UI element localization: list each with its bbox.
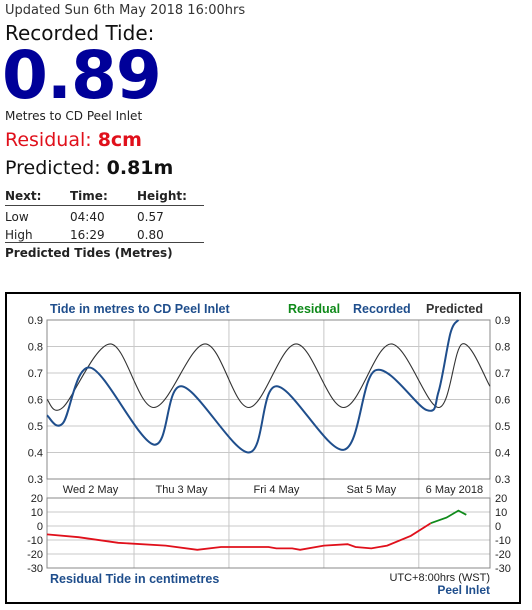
tide-height-cell: 0.57 bbox=[137, 210, 164, 224]
table-row: High 16:29 0.80 bbox=[5, 224, 204, 243]
x-tick-label: Fri 4 May bbox=[253, 484, 299, 496]
timezone-note: UTC+8:00hrs (WST) bbox=[389, 572, 490, 584]
y-tick-label: 0 bbox=[495, 521, 501, 533]
next-tides-header-row: Next: Time: Height: bbox=[5, 189, 204, 206]
predicted-tides-caption: Predicted Tides (Metres) bbox=[5, 246, 173, 260]
predicted-tide-line bbox=[46, 343, 491, 411]
col-header-height: Height: bbox=[137, 189, 204, 206]
y-tick-label: 0.5 bbox=[28, 421, 43, 433]
y-tick-label: 0.8 bbox=[28, 342, 43, 354]
residual-line bbox=[46, 522, 432, 551]
residual-line: Residual: 8cm bbox=[5, 129, 142, 151]
col-header-time: Time: bbox=[70, 189, 137, 206]
y-tick-label: 10 bbox=[31, 507, 43, 519]
chart-title: Tide in metres to CD Peel Inlet bbox=[50, 302, 231, 316]
location-label: Peel Inlet bbox=[437, 583, 490, 597]
legend-entry: Residual bbox=[288, 302, 340, 316]
residual-recent-line bbox=[430, 509, 467, 525]
y-tick-label: 0.3 bbox=[495, 474, 510, 486]
tide-height-cell: 0.80 bbox=[137, 224, 204, 243]
tide-chart-panel: 0.3 0.3 0.4 0.4 0.5 0.5 0.6 0.6 0.7 0.7 0.8 0.8 0.9 0… bbox=[5, 292, 521, 604]
y-tick-label: 0.4 bbox=[495, 448, 510, 460]
y-tick-label: -10 bbox=[495, 535, 511, 547]
predicted-line: Predicted: 0.81m bbox=[5, 157, 173, 179]
recorded-tide-value: 0.89 bbox=[2, 37, 162, 114]
tide-time-cell: 16:29 bbox=[70, 224, 137, 243]
tide-type-cell: Low bbox=[5, 210, 29, 224]
y-tick-label: 0.9 bbox=[495, 315, 510, 327]
y-tick-label: -20 bbox=[27, 549, 43, 561]
y-tick-label: 20 bbox=[31, 493, 43, 505]
tide-chart: 0.3 0.3 0.4 0.4 0.5 0.5 0.6 0.6 0.7 0.7 0.8 0.8 0.9 0… bbox=[27, 302, 511, 597]
y-tick-label: 0 bbox=[37, 521, 43, 533]
x-tick-label: Wed 2 May bbox=[63, 484, 119, 496]
updated-timestamp: Updated Sun 6th May 2018 16:00hrs bbox=[5, 3, 246, 18]
y-tick-label: -30 bbox=[27, 563, 43, 575]
col-header-next: Next: bbox=[5, 189, 70, 206]
predicted-value: 0.81m bbox=[106, 157, 174, 179]
y-tick-label: 0.8 bbox=[495, 342, 510, 354]
y-tick-label: -30 bbox=[495, 563, 511, 575]
residual-label: Residual: bbox=[5, 129, 92, 151]
recorded-tide-line bbox=[46, 319, 460, 454]
next-tides-table: Next: Time: Height: Low 04:40 0.57 High … bbox=[5, 189, 204, 243]
x-tick-label: 6 May 2018 bbox=[426, 484, 483, 496]
tide-time-cell: 04:40 bbox=[70, 210, 105, 224]
y-tick-label: -20 bbox=[495, 549, 511, 561]
tide-type-cell: High bbox=[5, 224, 70, 243]
predicted-label: Predicted: bbox=[5, 157, 101, 179]
recorded-tide-label: Recorded Tide: bbox=[5, 21, 155, 45]
y-tick-label: 0.7 bbox=[28, 368, 43, 380]
residual-value: 8cm bbox=[97, 129, 142, 151]
y-tick-label: -10 bbox=[27, 535, 43, 547]
residual-chart-title: Residual Tide in centimetres bbox=[50, 572, 219, 586]
legend-entry: Predicted bbox=[426, 302, 483, 316]
y-tick-label: 0.4 bbox=[28, 448, 43, 460]
y-tick-label: 0.6 bbox=[495, 395, 510, 407]
y-tick-label: 0.9 bbox=[28, 315, 43, 327]
y-tick-label: 0.7 bbox=[495, 368, 510, 380]
units-label: Metres to CD Peel Inlet bbox=[5, 109, 143, 123]
x-tick-label: Sat 5 May bbox=[347, 484, 397, 496]
y-tick-label: 0.3 bbox=[28, 474, 43, 486]
plot-frame bbox=[46, 497, 491, 569]
table-row: Low 04:40 0.57 bbox=[5, 206, 204, 224]
y-tick-label: 0.6 bbox=[28, 395, 43, 407]
y-tick-label: 20 bbox=[495, 493, 507, 505]
y-tick-label: 0.5 bbox=[495, 421, 510, 433]
x-tick-label: Thu 3 May bbox=[155, 484, 207, 496]
y-tick-label: 10 bbox=[495, 507, 507, 519]
legend-entry: Recorded bbox=[353, 302, 411, 316]
